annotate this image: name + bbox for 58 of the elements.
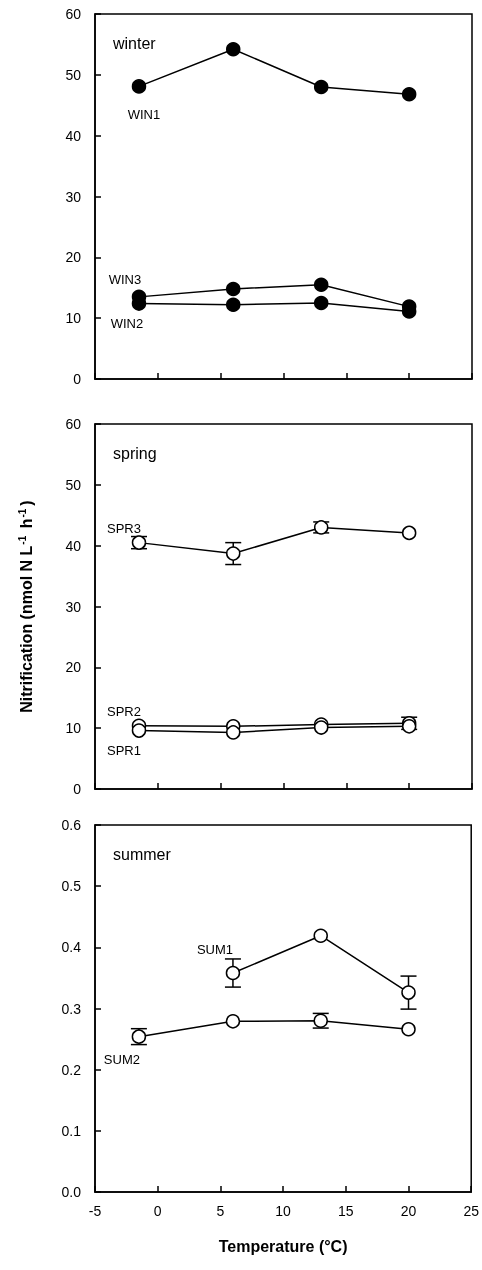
x-tick-label: 10 (275, 1203, 292, 1219)
series-label: SUM1 (196, 941, 234, 957)
y-tick-label: 50 (65, 66, 82, 83)
point (313, 928, 328, 943)
point (401, 985, 416, 1000)
point (401, 525, 417, 541)
point (226, 546, 241, 561)
point (226, 42, 241, 57)
y-tick-label: 0.2 (61, 1061, 82, 1078)
y-tick-label: 0.1 (61, 1122, 82, 1139)
y-tick-label: 60 (65, 6, 82, 22)
y-axis-title: Nitrification (nmol N L-1 h-1) (16, 500, 35, 713)
text: winter (112, 34, 157, 52)
point (401, 1022, 416, 1037)
point (401, 87, 417, 102)
y-tick-label: 0 (73, 781, 82, 797)
point (226, 725, 241, 740)
x-tick-label: 20 (400, 1203, 417, 1219)
point (226, 281, 241, 297)
point (313, 295, 329, 311)
text: summer (113, 845, 172, 863)
point (131, 79, 147, 94)
point (131, 723, 147, 738)
x-axis-title: Temperature (°C) (218, 1237, 348, 1255)
x-tick-label: 5 (216, 1203, 225, 1219)
y-tick-label: 40 (65, 537, 82, 554)
y-tick-label: 50 (65, 476, 82, 493)
x-tick-label: 25 (463, 1203, 480, 1219)
point (313, 79, 329, 95)
series-label: SPR3 (107, 521, 141, 537)
series-label: SPR1 (107, 743, 141, 759)
series-label: WIN3 (108, 272, 142, 288)
y-tick-label: 20 (65, 249, 82, 266)
y-tick-label: 0.3 (61, 1000, 82, 1017)
point (225, 965, 241, 981)
x-tick-label: -5 (88, 1203, 102, 1219)
y-tick-label: 0 (73, 371, 82, 387)
series-label: WIN2 (110, 316, 144, 332)
y-tick-label: 0.6 (61, 817, 82, 833)
y-tick-label: 30 (65, 598, 82, 615)
y-tick-label: 10 (65, 720, 82, 737)
y-tick-label: 0.0 (61, 1184, 82, 1200)
y-tick-label: 0.4 (61, 939, 82, 956)
point (226, 297, 241, 313)
y-tick-label: 40 (65, 127, 82, 144)
point (225, 1014, 241, 1029)
x-tick-label: 0 (153, 1203, 162, 1219)
y-tick-label: 60 (65, 416, 82, 432)
series-label: WIN1 (127, 106, 161, 122)
y-tick-label: 10 (65, 310, 82, 327)
x-tick-label: 15 (338, 1203, 354, 1219)
text: spring (113, 444, 157, 462)
y-tick-label: 20 (65, 659, 82, 676)
y-tick-label: 0.5 (61, 878, 82, 895)
series-label: SUM2 (103, 1052, 140, 1068)
y-tick-label: 30 (65, 188, 82, 205)
point (313, 277, 329, 292)
series-label: SPR2 (107, 704, 141, 720)
